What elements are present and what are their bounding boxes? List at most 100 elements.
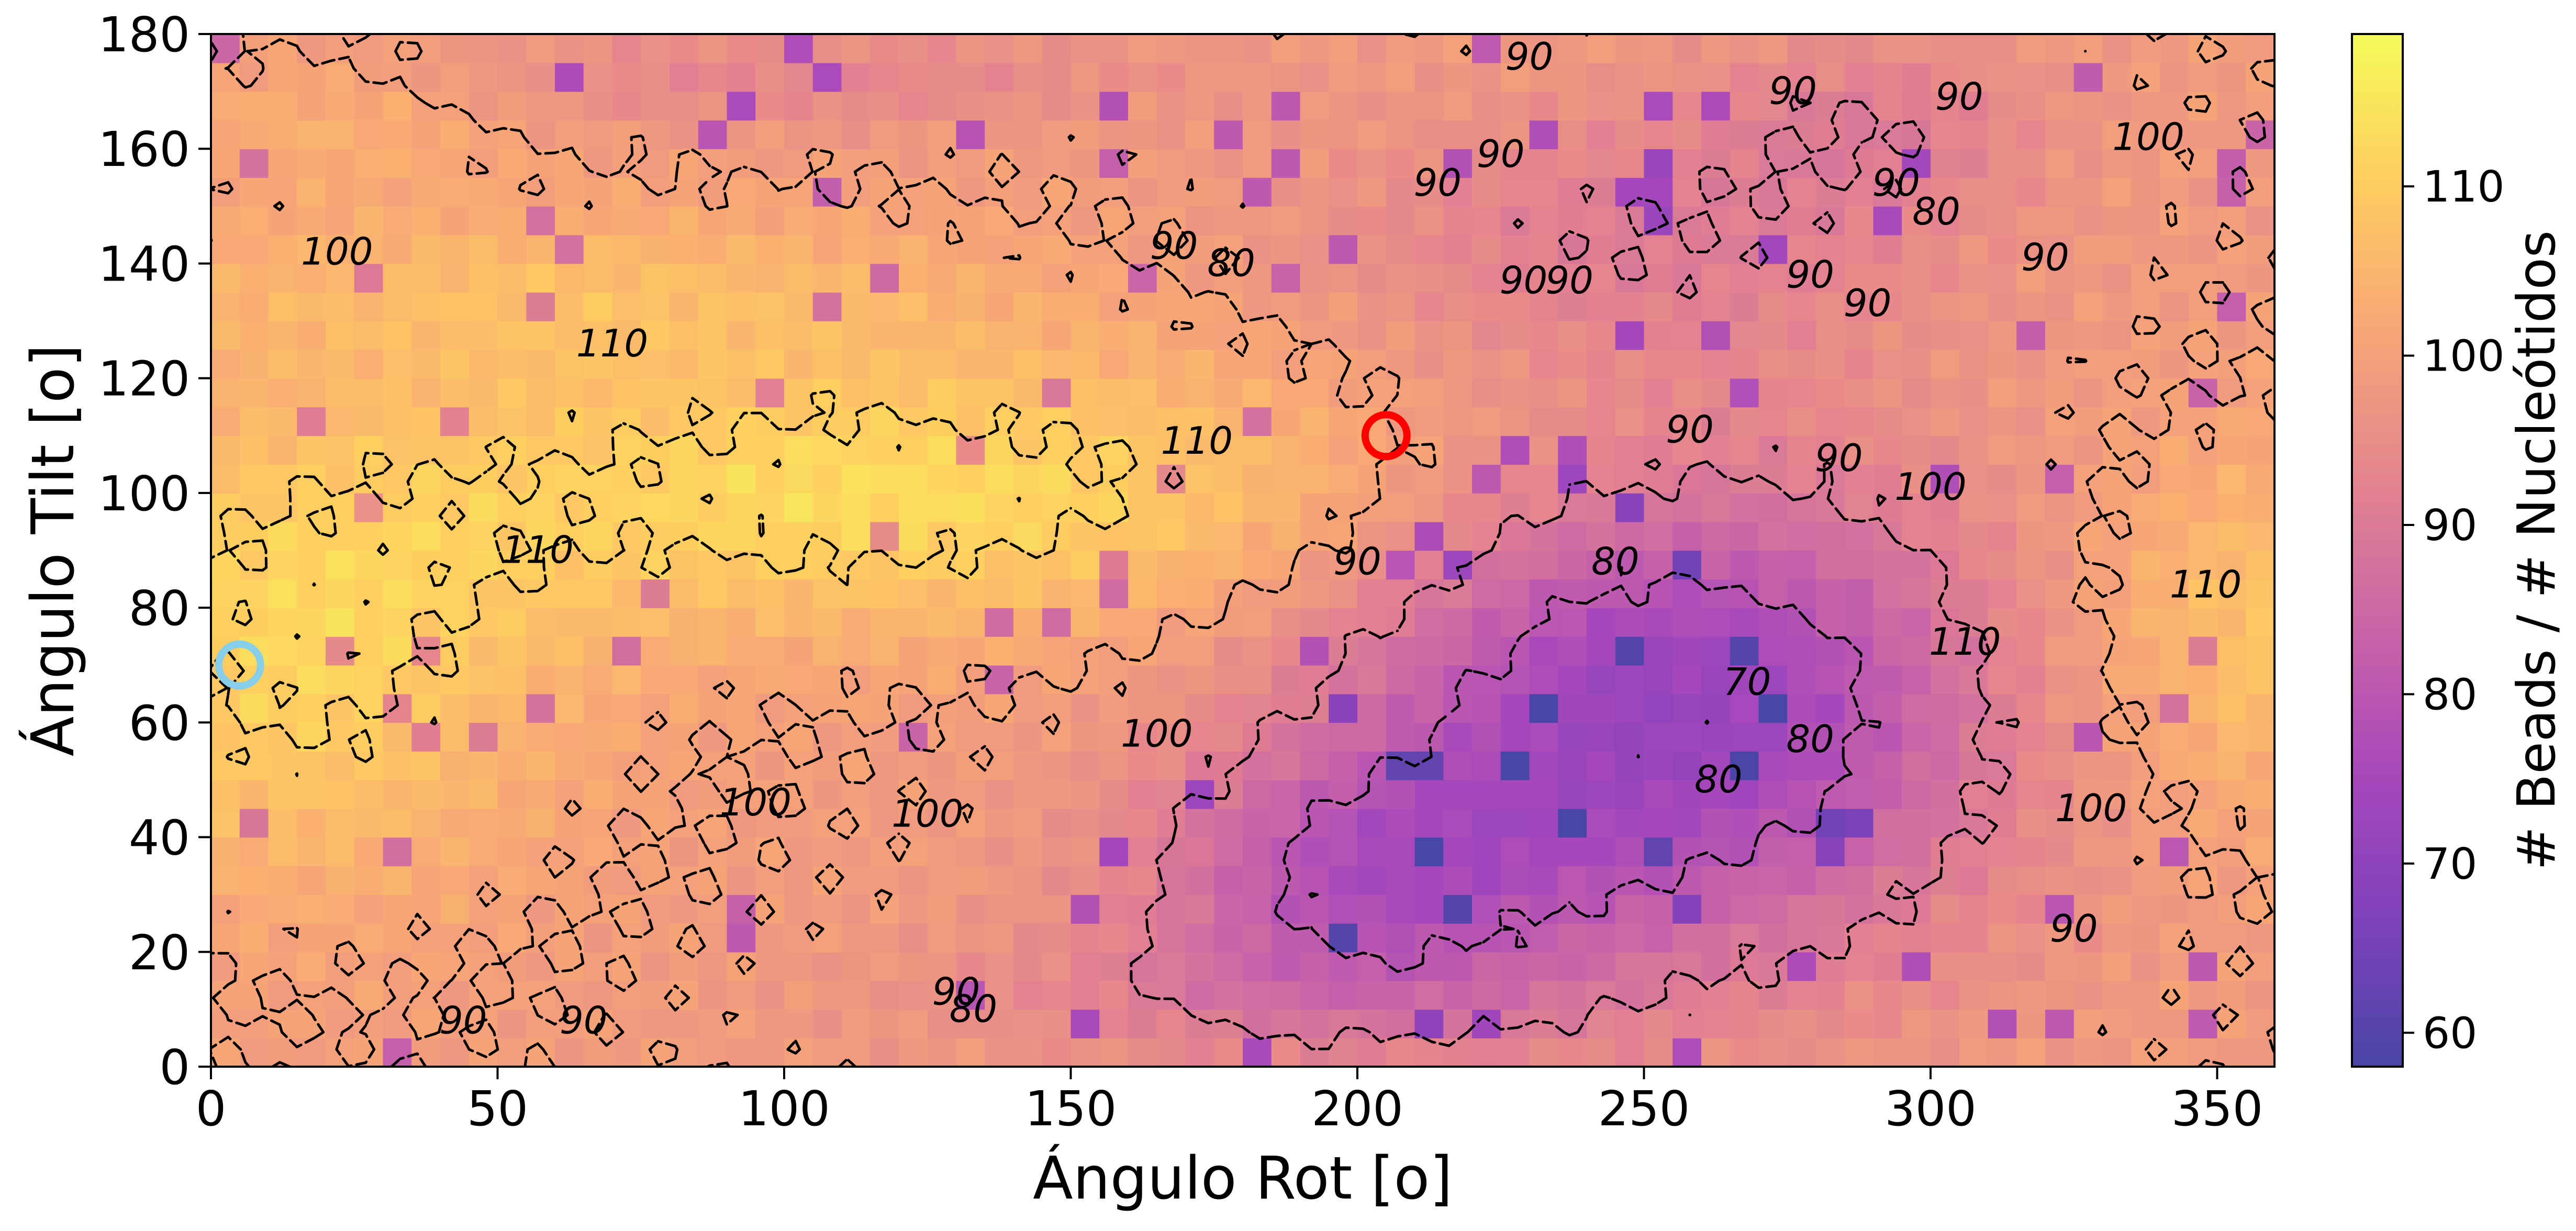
heatmap-cell: [1558, 378, 1587, 408]
heatmap-cell: [1185, 464, 1215, 494]
heatmap-cell: [1558, 636, 1587, 666]
heatmap-cell: [2016, 464, 2046, 494]
heatmap-cell: [1386, 550, 1415, 580]
heatmap-cell: [1615, 894, 1645, 924]
heatmap-cell: [2131, 493, 2160, 522]
heatmap-cell: [411, 722, 441, 752]
heatmap-cell: [354, 837, 384, 867]
heatmap-cell: [1500, 91, 1530, 121]
heatmap-cell: [1414, 263, 1444, 293]
heatmap-cell: [784, 349, 813, 379]
heatmap-cell: [1128, 722, 1157, 752]
heatmap-cell: [1672, 980, 1702, 1010]
heatmap-cell: [899, 751, 928, 780]
heatmap-cell: [1099, 292, 1129, 321]
heatmap-cell: [1844, 608, 1874, 637]
heatmap-cell: [1243, 837, 1272, 867]
heatmap-cell: [326, 62, 355, 92]
heatmap-cell: [1644, 923, 1674, 953]
heatmap-cell: [1414, 149, 1444, 178]
heatmap-cell: [1959, 952, 1989, 981]
heatmap-cell: [1386, 149, 1415, 178]
heatmap-cell: [2246, 751, 2274, 780]
heatmap-cell: [1615, 435, 1645, 465]
heatmap-cell: [870, 91, 899, 121]
heatmap-cell: [1300, 636, 1330, 666]
heatmap-cell: [2246, 149, 2274, 178]
heatmap-cell: [2217, 980, 2247, 1010]
heatmap-cell: [1988, 923, 2017, 953]
colorbar-tick-label: 100: [2423, 332, 2505, 382]
heatmap-cell: [870, 579, 899, 608]
heatmap-cell: [870, 378, 899, 408]
heatmap-cell: [1730, 923, 1759, 953]
heatmap-cell: [784, 550, 813, 580]
heatmap-cell: [1500, 34, 1530, 63]
heatmap-cell: [1873, 636, 1903, 666]
heatmap-cell: [1959, 665, 1989, 695]
heatmap-cell: [1214, 923, 1243, 953]
heatmap-cell: [1500, 435, 1530, 465]
heatmap-cell: [239, 435, 269, 465]
heatmap-cell: [268, 636, 298, 666]
heatmap-cell: [956, 636, 986, 666]
heatmap-cell: [1099, 866, 1129, 895]
heatmap-cell: [239, 120, 269, 150]
heatmap-cell: [469, 234, 498, 264]
heatmap-cell: [1386, 636, 1415, 666]
heatmap-cell: [440, 894, 470, 924]
heatmap-cell: [1730, 779, 1759, 809]
heatmap-cell: [1988, 980, 2017, 1010]
heatmap-cell: [2016, 493, 2046, 522]
heatmap-cell: [698, 693, 728, 723]
heatmap-cell: [1902, 923, 1931, 953]
heatmap-cell: [1414, 894, 1444, 924]
heatmap-cell: [268, 120, 298, 150]
heatmap-cell: [670, 665, 699, 695]
heatmap-cell: [1931, 321, 1960, 350]
heatmap-cell: [727, 321, 756, 350]
heatmap-cell: [1070, 206, 1100, 236]
heatmap-cell: [1644, 407, 1674, 437]
heatmap-cell: [1300, 866, 1330, 895]
heatmap-cell: [927, 378, 957, 408]
heatmap-cell: [2016, 779, 2046, 809]
heatmap-cell: [1156, 120, 1186, 150]
heatmap-cell: [1214, 550, 1243, 580]
heatmap-cell: [297, 292, 326, 321]
heatmap-cell: [1873, 321, 1903, 350]
heatmap-cell: [2045, 493, 2075, 522]
heatmap-cell: [1730, 435, 1759, 465]
heatmap-cell: [612, 91, 642, 121]
heatmap-cell: [727, 91, 756, 121]
heatmap-cell: [1472, 62, 1501, 92]
heatmap-cell: [326, 923, 355, 953]
heatmap-cell: [1042, 1009, 1072, 1038]
heatmap-cell: [2016, 923, 2046, 953]
heatmap-cell: [354, 378, 384, 408]
heatmap-cell: [297, 608, 326, 637]
heatmap-cell: [1844, 980, 1874, 1010]
heatmap-cell: [1099, 722, 1129, 752]
heatmap-cell: [1443, 493, 1473, 522]
heatmap-cell: [670, 550, 699, 580]
heatmap-cell: [1099, 894, 1129, 924]
heatmap-cell: [1443, 980, 1473, 1010]
heatmap-cell: [612, 292, 642, 321]
heatmap-cell: [841, 952, 871, 981]
heatmap-cell: [1156, 636, 1186, 666]
heatmap-cell: [870, 292, 899, 321]
heatmap-cell: [899, 149, 928, 178]
heatmap-cell: [411, 1038, 441, 1067]
heatmap-cell: [411, 378, 441, 408]
heatmap-cell: [2160, 34, 2189, 63]
heatmap-cell: [2102, 321, 2132, 350]
heatmap-cell: [1070, 62, 1100, 92]
heatmap-cell: [2246, 608, 2274, 637]
heatmap-cell: [612, 120, 642, 150]
heatmap-cell: [440, 349, 470, 379]
heatmap-cell: [755, 636, 785, 666]
heatmap-cell: [1988, 321, 2017, 350]
heatmap-cell: [1529, 1038, 1559, 1067]
contour-label: 100: [1894, 465, 1966, 509]
